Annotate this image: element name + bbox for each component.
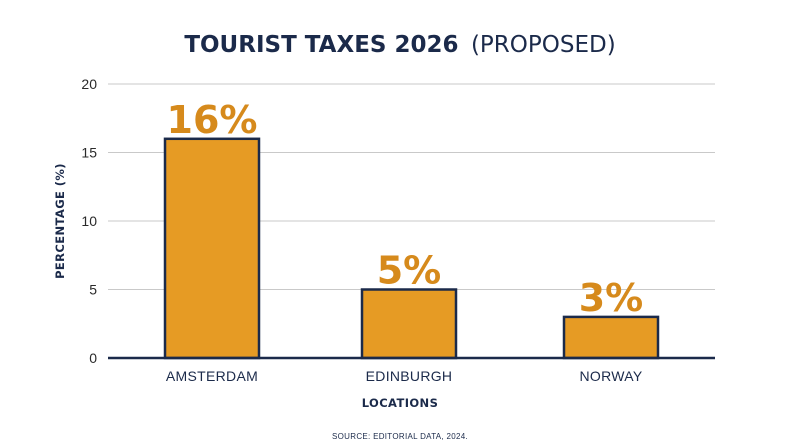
bar	[163, 137, 261, 360]
data-label: 16%	[167, 98, 258, 142]
y-tick-label: 0	[89, 350, 97, 366]
y-tick-label: 20	[81, 76, 97, 92]
y-axis-ticks: 0 5 10 15 20	[81, 76, 97, 366]
source-note: SOURCE: EDITORIAL DATA, 2024.	[332, 432, 468, 441]
x-axis-ticks: AMSTERDAM EDINBURGH NORWAY	[166, 368, 643, 384]
x-tick-label: AMSTERDAM	[166, 368, 258, 384]
y-tick-label: 5	[89, 282, 97, 298]
bar	[562, 315, 660, 360]
bar	[360, 288, 458, 360]
data-label: 5%	[377, 249, 442, 293]
data-labels: 16% 5% 3%	[167, 98, 644, 320]
y-axis-title: PERCENTAGE (%)	[53, 163, 67, 279]
x-axis-title: LOCATIONS	[362, 396, 439, 410]
x-tick-label: EDINBURGH	[366, 368, 453, 384]
chart-title-main: TOURIST TAXES 2026	[184, 32, 458, 58]
y-tick-label: 15	[81, 145, 97, 161]
chart-title-suffix: (PROPOSED)	[471, 32, 616, 58]
x-tick-label: NORWAY	[580, 368, 643, 384]
chart-title: TOURIST TAXES 2026 (PROPOSED)	[184, 32, 615, 58]
y-tick-label: 10	[81, 213, 97, 229]
data-label: 3%	[579, 276, 644, 320]
